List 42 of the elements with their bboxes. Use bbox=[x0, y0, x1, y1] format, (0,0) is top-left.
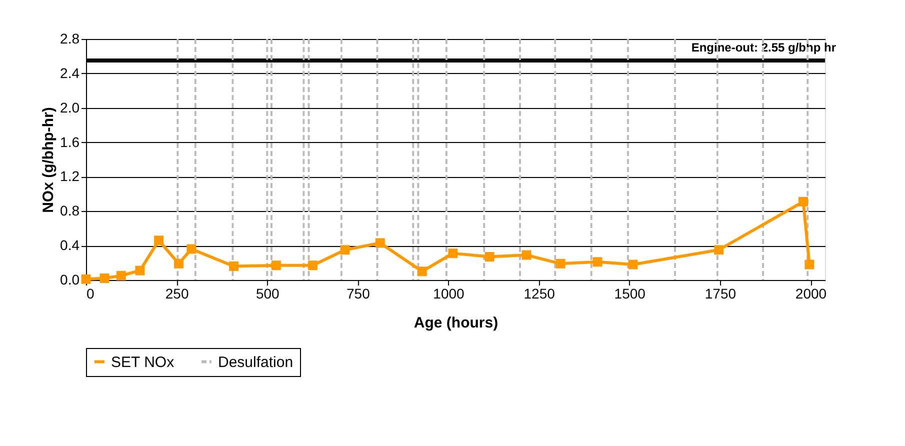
legend-label: Desulfation bbox=[218, 354, 294, 371]
y-tick-label: 2.0 bbox=[60, 99, 80, 116]
point bbox=[186, 244, 196, 254]
y-axis-title: NOx (g/bhp-hr) bbox=[40, 107, 58, 213]
point bbox=[375, 238, 385, 248]
point bbox=[174, 258, 184, 268]
point bbox=[714, 245, 724, 255]
y-tick-label: 2.4 bbox=[60, 64, 80, 81]
x-tick-label: 750 bbox=[346, 286, 370, 302]
y-tick-label: 2.8 bbox=[60, 30, 80, 46]
x-tick-label: 2000 bbox=[795, 286, 827, 302]
y-tick-label: 1.6 bbox=[60, 134, 80, 150]
point bbox=[522, 250, 532, 260]
point bbox=[100, 274, 110, 284]
point bbox=[154, 236, 164, 246]
y-tick-label: 0.0 bbox=[60, 272, 80, 288]
x-tick-label: 1250 bbox=[524, 286, 556, 302]
point bbox=[340, 245, 350, 255]
x-tick-label: 1500 bbox=[614, 286, 646, 302]
point bbox=[804, 260, 814, 270]
x-tick-label: 1000 bbox=[433, 286, 465, 302]
point bbox=[308, 260, 318, 270]
point bbox=[271, 260, 281, 270]
x-tick-label: 1750 bbox=[704, 286, 736, 302]
point bbox=[116, 270, 126, 280]
point bbox=[135, 266, 145, 276]
point bbox=[556, 258, 566, 268]
y-tick-label: 1.2 bbox=[60, 168, 80, 184]
x-tick-label: 0 bbox=[86, 286, 94, 302]
x-tick-label: 500 bbox=[256, 286, 280, 302]
point bbox=[484, 252, 494, 262]
x-tick-label: 250 bbox=[165, 286, 189, 302]
point bbox=[448, 248, 458, 258]
point bbox=[229, 261, 239, 271]
y-tick-label: 0.4 bbox=[60, 237, 80, 254]
point bbox=[628, 260, 638, 270]
point bbox=[417, 266, 427, 276]
point bbox=[592, 257, 602, 267]
legend-label: SET NOx bbox=[111, 354, 175, 371]
point bbox=[798, 196, 808, 206]
y-tick-label: 0.8 bbox=[60, 202, 80, 219]
x-axis-title: Age (hours) bbox=[414, 314, 498, 332]
